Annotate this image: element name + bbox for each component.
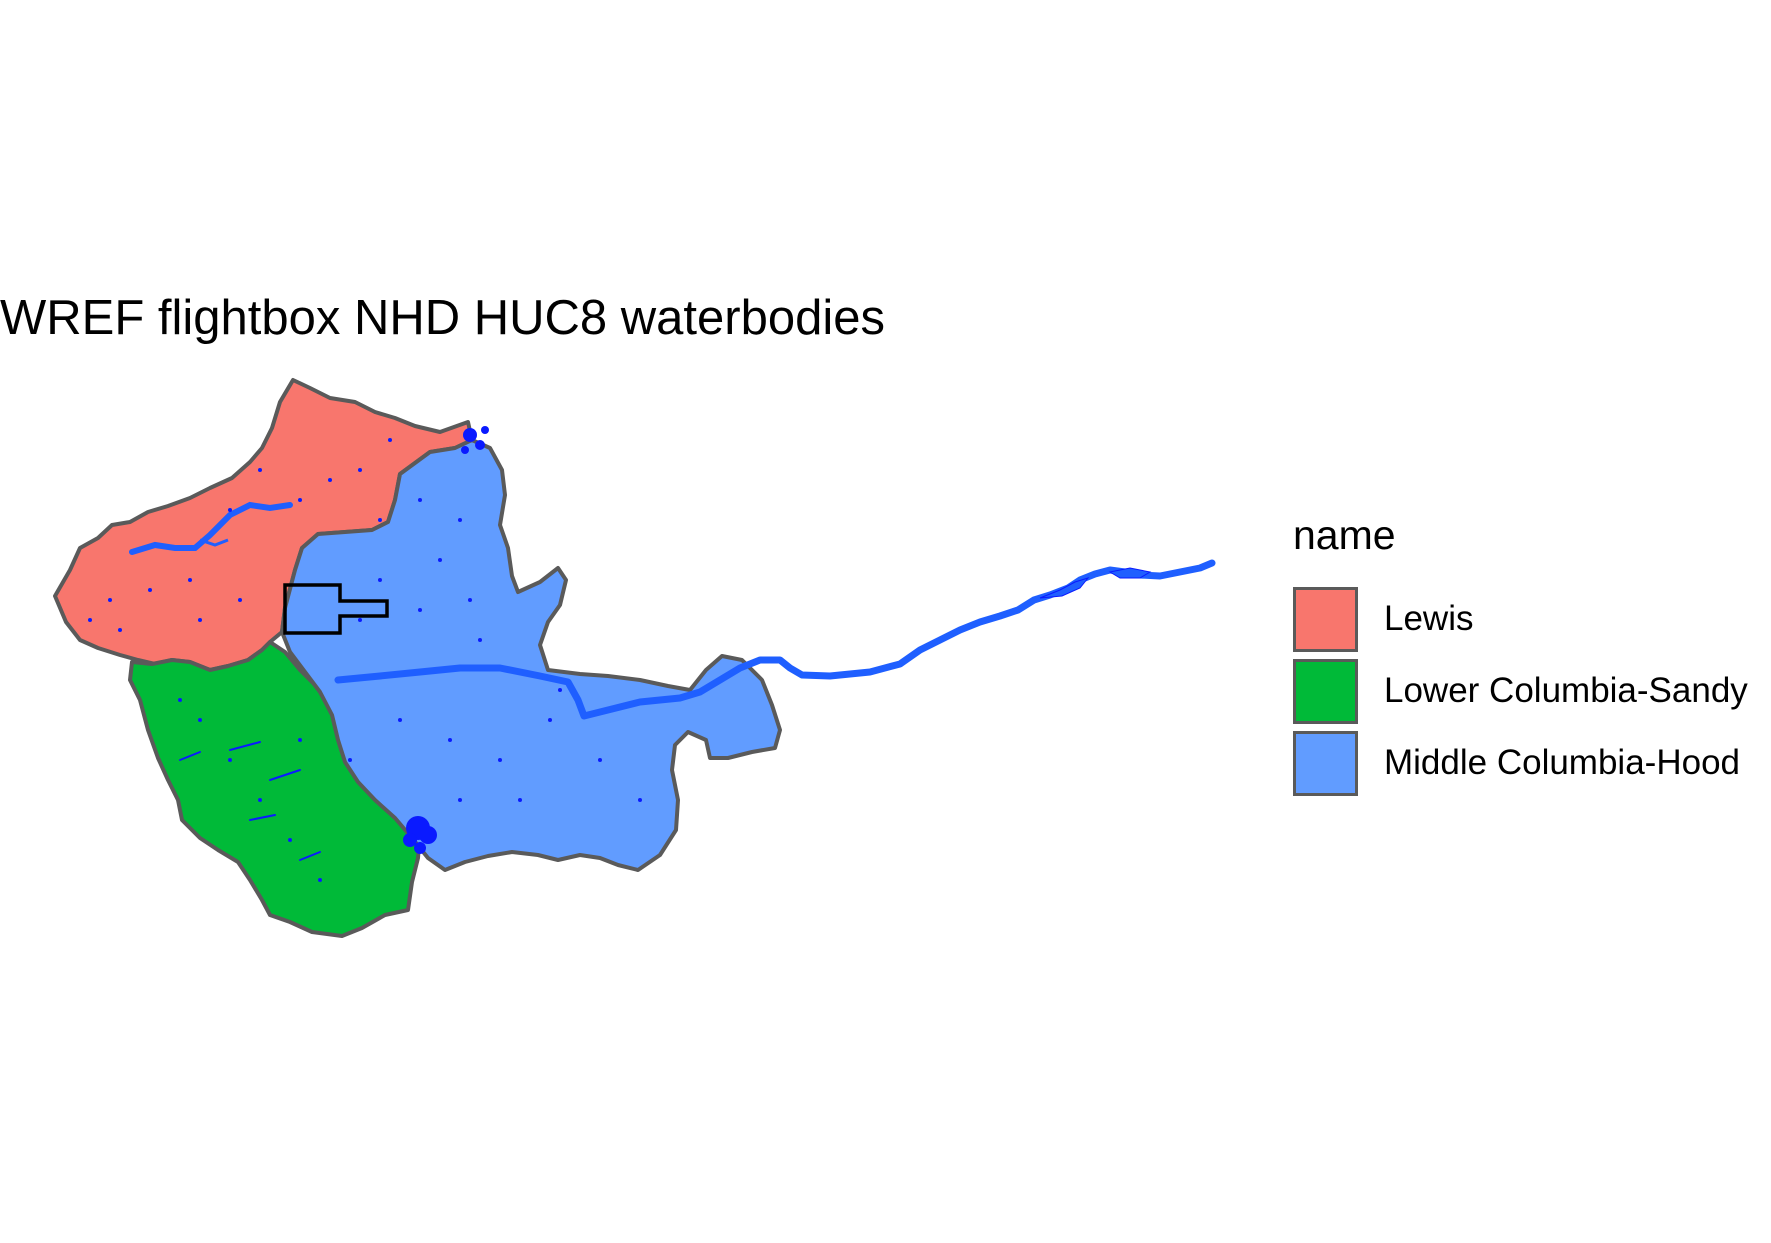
columbia-river [334, 559, 1216, 720]
legend-label: Middle Columbia-Hood [1384, 743, 1740, 782]
legend: name Lewis Lower Columbia-Sandy Middle C… [1293, 512, 1748, 799]
map-title: WREF flightbox NHD HUC8 waterbodies [0, 291, 885, 345]
legend-title: name [1293, 512, 1396, 558]
region-middle-columbia-hood[interactable] [280, 438, 782, 872]
upper-lake [199, 538, 229, 547]
legend-label: Lower Columbia-Sandy [1384, 671, 1748, 710]
river-widening [1039, 577, 1090, 599]
flightbox[interactable] [283, 583, 389, 635]
legend-item-lewis[interactable]: Lewis [1293, 583, 1748, 655]
swift-reservoir [129, 501, 293, 555]
legend-label: Lewis [1384, 599, 1474, 638]
legend-item-middle-columbia-hood[interactable]: Middle Columbia-Hood [1293, 727, 1748, 799]
legend-swatch-middle-columbia-hood [1293, 730, 1358, 796]
waterbodies [88, 426, 1216, 882]
legend-item-lower-columbia-sandy[interactable]: Lower Columbia-Sandy [1293, 655, 1748, 727]
legend-swatch-lewis [1293, 586, 1358, 652]
river-widening-east [1108, 567, 1152, 579]
legend-swatch-lower-columbia-sandy [1293, 658, 1358, 724]
region-lower-columbia-sandy[interactable] [128, 640, 422, 938]
